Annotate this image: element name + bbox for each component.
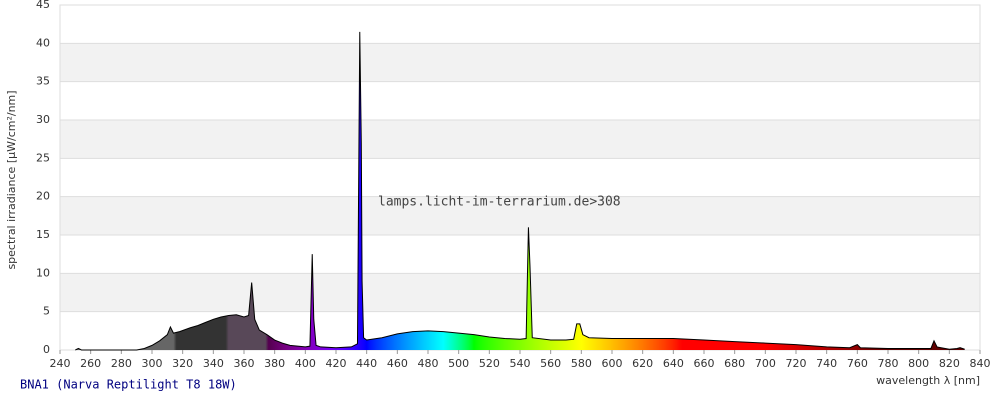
x-tick-label: 280 bbox=[111, 357, 132, 370]
x-tick-label: 440 bbox=[356, 357, 377, 370]
y-tick-label: 0 bbox=[43, 343, 50, 356]
x-tick-label: 540 bbox=[510, 357, 531, 370]
y-tick-label: 40 bbox=[36, 36, 50, 49]
grid-band bbox=[60, 196, 980, 235]
x-tick-label: 740 bbox=[816, 357, 837, 370]
y-tick-label: 25 bbox=[36, 151, 50, 164]
x-tick-label: 600 bbox=[602, 357, 623, 370]
x-tick-label: 820 bbox=[939, 357, 960, 370]
x-tick-label: 560 bbox=[540, 357, 561, 370]
x-tick-label: 760 bbox=[847, 357, 868, 370]
grid-band bbox=[60, 120, 980, 159]
x-tick-label: 500 bbox=[448, 357, 469, 370]
x-tick-label: 780 bbox=[878, 357, 899, 370]
x-tick-label: 800 bbox=[908, 357, 929, 370]
x-tick-label: 720 bbox=[786, 357, 807, 370]
x-tick-label: 520 bbox=[479, 357, 500, 370]
y-tick-label: 35 bbox=[36, 75, 50, 88]
x-tick-label: 340 bbox=[203, 357, 224, 370]
y-tick-label: 5 bbox=[43, 305, 50, 318]
caption: BNA1 (Narva Reptilight T8 18W) bbox=[20, 378, 237, 392]
grid-band bbox=[60, 273, 980, 312]
x-tick-label: 260 bbox=[80, 357, 101, 370]
grid-band bbox=[60, 43, 980, 82]
x-tick-label: 640 bbox=[663, 357, 684, 370]
y-tick-label: 30 bbox=[36, 113, 50, 126]
y-tick-label: 20 bbox=[36, 190, 50, 203]
x-tick-label: 320 bbox=[172, 357, 193, 370]
x-tick-label: 300 bbox=[142, 357, 163, 370]
x-tick-label: 660 bbox=[694, 357, 715, 370]
y-axis-label: spectral irradiance [µW/cm²/nm] bbox=[5, 90, 18, 269]
spectrum-line bbox=[75, 31, 965, 351]
x-tick-label: 580 bbox=[571, 357, 592, 370]
y-tick-label: 15 bbox=[36, 228, 50, 241]
x-tick-label: 460 bbox=[387, 357, 408, 370]
annotation: lamps.licht-im-terrarium.de>308 bbox=[378, 195, 621, 210]
x-tick-label: 480 bbox=[418, 357, 439, 370]
x-tick-label: 380 bbox=[264, 357, 285, 370]
y-tick-label: 45 bbox=[36, 0, 50, 11]
x-axis-label: wavelength λ [nm] bbox=[876, 374, 980, 387]
x-tick-label: 700 bbox=[755, 357, 776, 370]
x-tick-label: 240 bbox=[50, 357, 71, 370]
y-tick-label: 10 bbox=[36, 266, 50, 279]
x-tick-label: 360 bbox=[234, 357, 255, 370]
x-tick-label: 840 bbox=[970, 357, 991, 370]
x-tick-label: 400 bbox=[295, 357, 316, 370]
x-tick-label: 420 bbox=[326, 357, 347, 370]
x-tick-label: 620 bbox=[632, 357, 653, 370]
x-tick-label: 680 bbox=[724, 357, 745, 370]
